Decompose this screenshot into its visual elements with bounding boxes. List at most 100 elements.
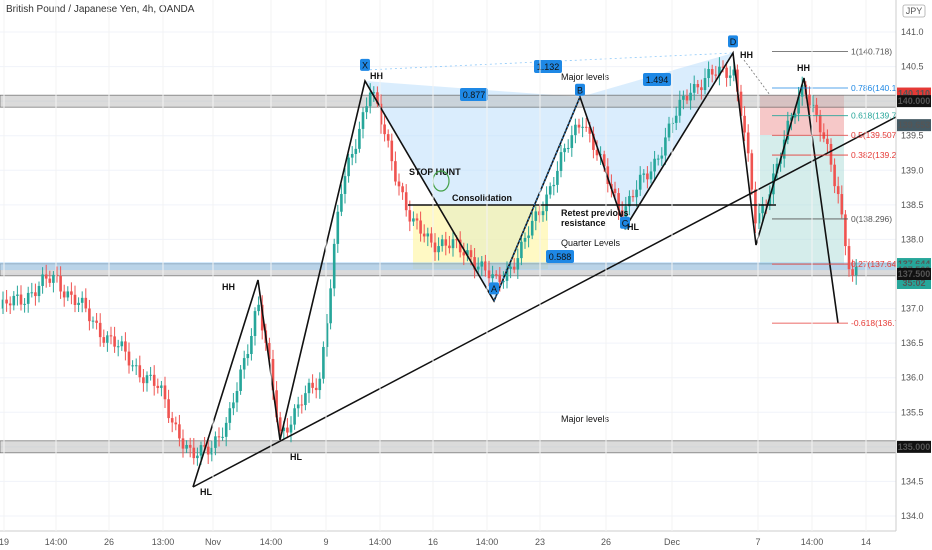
candle-body (289, 424, 293, 433)
candle-body (62, 291, 66, 298)
candle-body (336, 211, 340, 244)
candle-body (142, 377, 145, 384)
candle-body (455, 239, 458, 241)
candle-body (671, 122, 674, 124)
candle-body (275, 390, 278, 418)
candle-body (664, 137, 667, 156)
candle-body (574, 124, 577, 136)
candle-body (628, 196, 631, 207)
candle-body (527, 235, 530, 238)
fib-level-label: 0.5(139.507) (851, 130, 899, 140)
candle-body (473, 257, 476, 270)
candle-body (386, 134, 390, 141)
ratio-label: 1.132 (537, 62, 560, 72)
candle-body (426, 233, 430, 237)
ab-dotted (493, 96, 581, 302)
candle-body (491, 274, 494, 279)
candle-body (808, 94, 811, 106)
candle-body (286, 427, 289, 433)
price-flag-label: 35:02 (902, 278, 925, 288)
candle-body (854, 266, 858, 276)
candle-body (433, 242, 437, 253)
candle-body (5, 299, 8, 304)
hl-label: HL (627, 222, 639, 232)
candle-body (509, 266, 512, 269)
candle-body (624, 206, 628, 222)
fib-level-label: 0.786(140.19 (851, 83, 901, 93)
time-tick-label: 19 (0, 537, 9, 547)
candle-body (397, 181, 401, 187)
candle-body (581, 126, 584, 128)
candle-body (602, 154, 606, 167)
candle-body (584, 126, 588, 128)
candle-body (541, 211, 545, 216)
harmonic-point-label: C (622, 218, 629, 228)
candle-body (394, 161, 397, 182)
candle-body (700, 87, 703, 91)
ratio-badge (460, 88, 488, 101)
hl-label: HH (797, 63, 810, 73)
candle-body (844, 214, 847, 247)
price-flag-label: 140.000 (898, 96, 931, 106)
candle-body (304, 393, 307, 406)
harmonic-point-badge-x (360, 58, 370, 71)
candle-body (214, 436, 217, 448)
candle-body (487, 270, 491, 279)
candle-body (800, 84, 804, 97)
harmonic-point-badge-a (489, 282, 499, 295)
candle-body (354, 148, 358, 154)
candle-body (559, 152, 563, 171)
candle-body (851, 269, 854, 276)
time-tick-label: 16 (428, 537, 438, 547)
fib-anchor-dotted (743, 59, 771, 96)
candle-body (23, 303, 26, 305)
candle-body (109, 335, 113, 337)
candle-body (113, 336, 116, 347)
candle-body (350, 153, 354, 158)
major-level-band-135 (0, 440, 897, 454)
candle-body (563, 148, 566, 153)
candle-body (188, 444, 192, 448)
candle-body (192, 447, 196, 459)
candle-body (37, 285, 41, 297)
candle-body (494, 274, 498, 276)
candle-body (743, 115, 746, 133)
candle-body (530, 220, 534, 236)
candle-body (102, 337, 106, 343)
candle-body (847, 246, 851, 270)
candle-body (538, 211, 541, 216)
candle-body (199, 445, 203, 456)
candle-body (246, 353, 250, 359)
candle-body (116, 346, 120, 348)
candle-body (358, 128, 361, 149)
candle-body (203, 445, 206, 447)
price-flag-label: 135.000 (898, 442, 931, 452)
candle-body (343, 176, 347, 194)
candle-body (577, 124, 581, 128)
stop-hunt-label: STOP HUNT (409, 167, 461, 177)
price-tick-label: 136.0 (901, 373, 924, 383)
candle-body (206, 446, 210, 455)
candle-body (725, 67, 728, 78)
candle-body (156, 385, 160, 388)
candle-body (77, 302, 80, 305)
candle-body (332, 243, 336, 289)
candle-body (606, 166, 610, 185)
candle-body (534, 211, 538, 221)
time-tick-label: 14:00 (369, 537, 392, 547)
candle-body (484, 261, 487, 271)
candle-body (271, 358, 275, 391)
candle-body (26, 292, 30, 304)
candle-body (210, 447, 214, 455)
price-tick-label: 135.5 (901, 407, 924, 417)
candle-body (390, 140, 394, 162)
candle-body (707, 68, 710, 79)
candle-body (797, 96, 800, 114)
candle-body (660, 155, 664, 159)
fib-level-label: 1(140.718) (851, 46, 892, 56)
candle-body (404, 192, 408, 211)
candle-body (466, 250, 469, 256)
candle-body (347, 157, 350, 177)
fib-level-label: 0.382(139.22 (851, 150, 901, 160)
